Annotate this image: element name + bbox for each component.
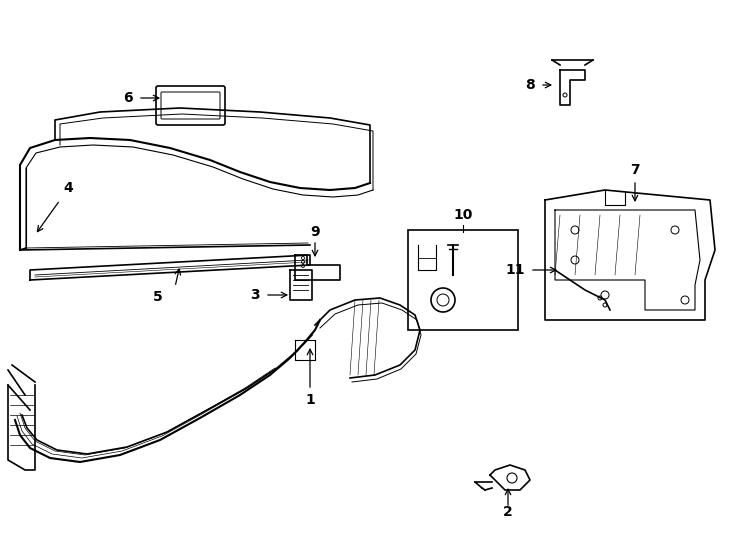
Text: 11: 11 [505, 263, 525, 277]
Text: 9: 9 [310, 225, 320, 239]
Text: 10: 10 [454, 208, 473, 222]
Text: 2: 2 [503, 505, 513, 519]
Text: 7: 7 [631, 163, 640, 177]
Text: 3: 3 [250, 288, 260, 302]
Text: 8: 8 [525, 78, 535, 92]
Text: 6: 6 [123, 91, 133, 105]
Text: 4: 4 [63, 181, 73, 195]
Text: 5: 5 [153, 290, 163, 304]
FancyBboxPatch shape [408, 230, 518, 330]
FancyBboxPatch shape [156, 86, 225, 125]
Text: 1: 1 [305, 393, 315, 407]
FancyBboxPatch shape [161, 92, 220, 119]
